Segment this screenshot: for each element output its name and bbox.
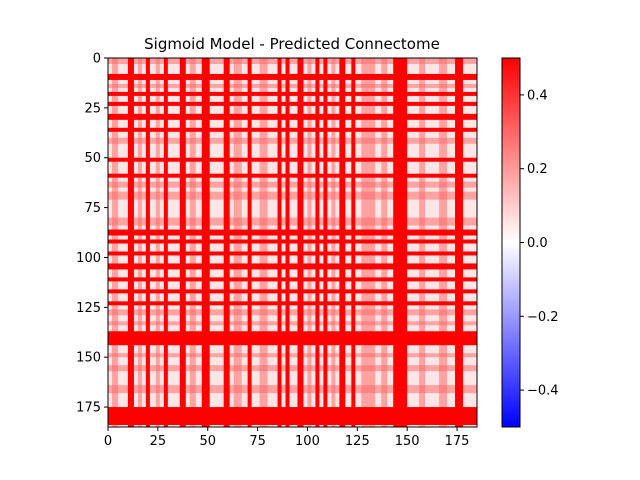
- x-tick-label: 125: [345, 434, 370, 449]
- heatmap-row-band: [108, 277, 477, 282]
- x-tick-label: 0: [104, 434, 112, 449]
- y-tick-label: 100: [76, 251, 101, 266]
- y-tick-label: 175: [76, 401, 101, 416]
- y-tick-label: 125: [76, 301, 101, 316]
- x-tick-label: 100: [295, 434, 320, 449]
- x-tick-label: 150: [395, 434, 420, 449]
- heatmap-row-band: [108, 73, 477, 80]
- heatmap-row-band: [108, 181, 477, 188]
- heatmap-row-band: [108, 157, 477, 162]
- heatmap-row-band: [108, 365, 477, 372]
- colorbar: [501, 57, 521, 428]
- y-axis: 0 25 50 75 100 125 150 175: [76, 52, 108, 416]
- x-tick-label: 175: [445, 434, 470, 449]
- heatmap-row-band: [108, 289, 477, 294]
- heatmap-row-band: [108, 191, 477, 200]
- colorbar-tick-label: −0.2: [527, 310, 559, 325]
- heatmap-row-band: [108, 58, 477, 64]
- heatmap-row-band: [108, 301, 477, 306]
- heatmap-row-band: [108, 101, 477, 106]
- plot-frame: [107, 57, 478, 428]
- colorbar-tick-label: −0.4: [527, 384, 559, 399]
- heatmap: [108, 58, 477, 427]
- y-tick-label: 25: [84, 101, 101, 116]
- x-tick-label: 50: [199, 434, 216, 449]
- colorbar-axis: −0.4 −0.2 0.0 0.2 0.4: [520, 88, 559, 399]
- colorbar-tick-label: 0.0: [527, 236, 548, 251]
- heatmap-row-band: [108, 91, 477, 96]
- x-tick-label: 25: [150, 434, 167, 449]
- heatmap-row-band: [108, 385, 477, 394]
- heatmap-row-band: [108, 113, 477, 120]
- heatmap-row-band: [108, 263, 477, 270]
- x-tick-label: 75: [249, 434, 266, 449]
- y-tick-label: 50: [84, 151, 101, 166]
- heatmap-row-band: [108, 173, 477, 178]
- heatmap-row-band: [108, 321, 477, 326]
- heatmap-row-band: [108, 309, 477, 316]
- y-tick-label: 0: [93, 52, 101, 67]
- heatmap-row-band: [108, 407, 477, 426]
- heatmap-row-band: [108, 251, 477, 256]
- chart-title: Sigmoid Model - Predicted Connectome: [144, 35, 440, 53]
- heatmap-row-band: [108, 229, 477, 236]
- heatmap-row-band: [108, 127, 477, 132]
- heatmap-row-band: [108, 217, 477, 226]
- x-axis: 0 25 50 75 100 125 150 175: [104, 427, 470, 449]
- heatmap-row-band: [108, 137, 477, 144]
- y-tick-label: 150: [76, 351, 101, 366]
- heatmap-row-band: [108, 331, 477, 346]
- colorbar-tick-label: 0.2: [527, 162, 548, 177]
- heatmap-row-band: [108, 353, 477, 358]
- heatmap-row-band: [108, 239, 477, 244]
- heatmap-row-band: [108, 83, 477, 88]
- y-tick-label: 75: [84, 201, 101, 216]
- colorbar-tick-label: 0.4: [527, 88, 548, 103]
